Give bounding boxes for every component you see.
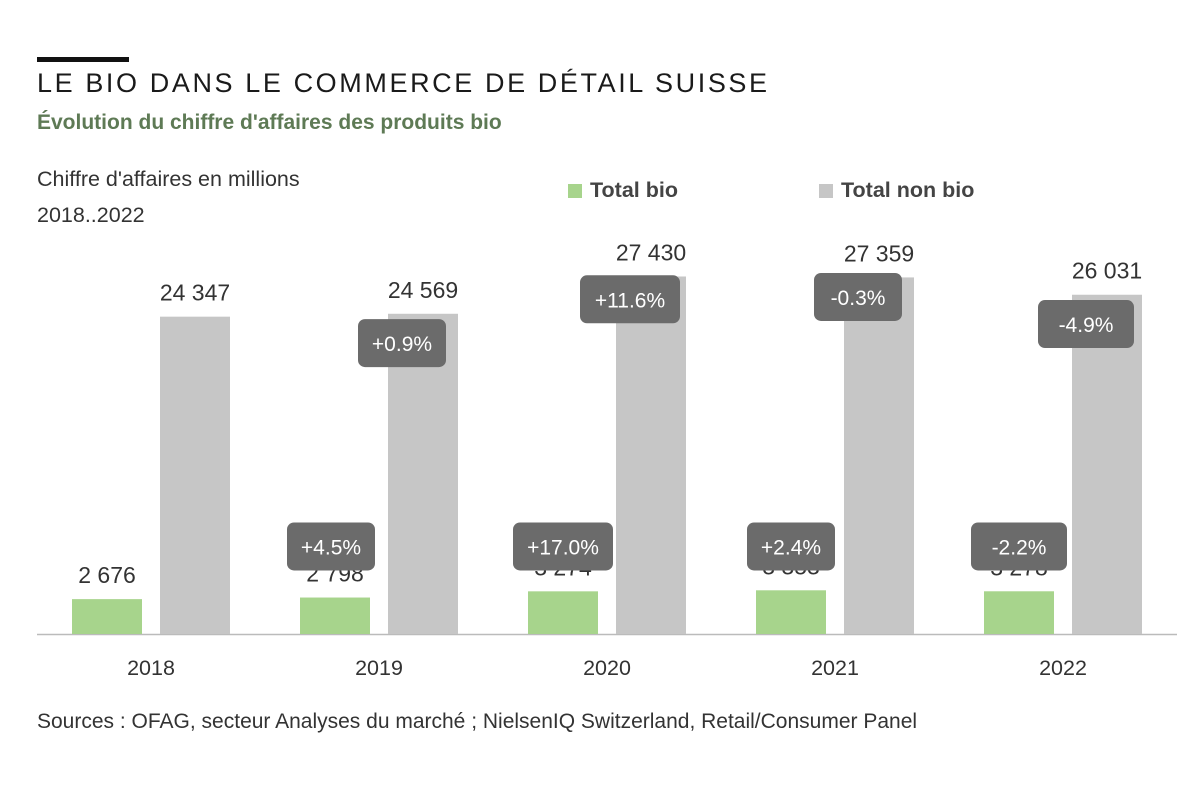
x-tick-label-2021: 2021 [811, 656, 859, 680]
legend-bio-label: Total bio [590, 178, 678, 202]
source-note: Sources : OFAG, secteur Analyses du marc… [37, 710, 918, 733]
bar-non-bio-2019 [388, 313, 458, 634]
legend-bio: Total bio [568, 178, 678, 203]
change-badge-bio-2021 [747, 522, 835, 571]
change-badge-non-bio-2020 [580, 275, 680, 324]
value-label-non-bio-2022: 26 031 [1072, 258, 1142, 284]
change-badge-non-bio-2019 [358, 319, 446, 368]
value-label-non-bio-2018: 24 347 [160, 280, 230, 306]
bar-bio-2020 [528, 591, 598, 634]
bar-non-bio-2018 [160, 316, 230, 634]
legend-bio-swatch [568, 183, 582, 198]
legend-non-bio-swatch [819, 183, 833, 198]
change-badge-non-bio-2022 [1038, 300, 1134, 349]
chart-subtitle: Évolution du chiffre d'affaires des prod… [37, 111, 502, 134]
change-label-bio-2022: -2.2% [992, 536, 1047, 559]
change-badge-bio-2019 [287, 522, 375, 571]
bar-bio-2022 [984, 591, 1054, 634]
bar-non-bio-2022 [1072, 294, 1142, 634]
value-label-non-bio-2019: 24 569 [388, 277, 458, 303]
change-badge-non-bio-2021 [814, 272, 902, 321]
change-badge-bio-2020 [513, 522, 613, 571]
change-label-non-bio-2022: -4.9% [1059, 314, 1114, 337]
change-label-bio-2020: +17.0% [527, 536, 599, 559]
x-tick-label-2019: 2019 [355, 656, 403, 680]
bar-non-bio-2021 [844, 277, 914, 634]
x-tick-label-2022: 2022 [1039, 656, 1087, 680]
bar-bio-2021 [756, 590, 826, 634]
bar-bio-2019 [300, 597, 370, 634]
value-label-bio-2018: 2 676 [78, 562, 136, 588]
title-accent-bar [37, 57, 129, 62]
x-tick-label-2018: 2018 [127, 656, 175, 680]
legend-non-bio-label: Total non bio [841, 178, 975, 202]
unit-label: Chiffre d'affaires en millions [37, 167, 300, 191]
change-label-bio-2019: +4.5% [301, 536, 361, 559]
bar-bio-2018 [72, 599, 142, 634]
change-label-bio-2021: +2.4% [761, 536, 821, 559]
change-badge-bio-2022 [971, 522, 1067, 571]
chart-title: LE BIO DANS LE COMMERCE DE DÉTAIL SUISSE [37, 68, 770, 98]
period-label: 2018..2022 [37, 203, 145, 227]
change-label-non-bio-2019: +0.9% [372, 333, 432, 356]
change-label-non-bio-2021: -0.3% [831, 287, 886, 310]
x-tick-label-2020: 2020 [583, 656, 631, 680]
bar-non-bio-2020 [616, 276, 686, 634]
change-label-non-bio-2020: +11.6% [595, 289, 665, 312]
legend-non-bio: Total non bio [819, 178, 974, 203]
value-label-non-bio-2020: 27 430 [616, 239, 686, 265]
value-label-non-bio-2021: 27 359 [844, 240, 914, 266]
